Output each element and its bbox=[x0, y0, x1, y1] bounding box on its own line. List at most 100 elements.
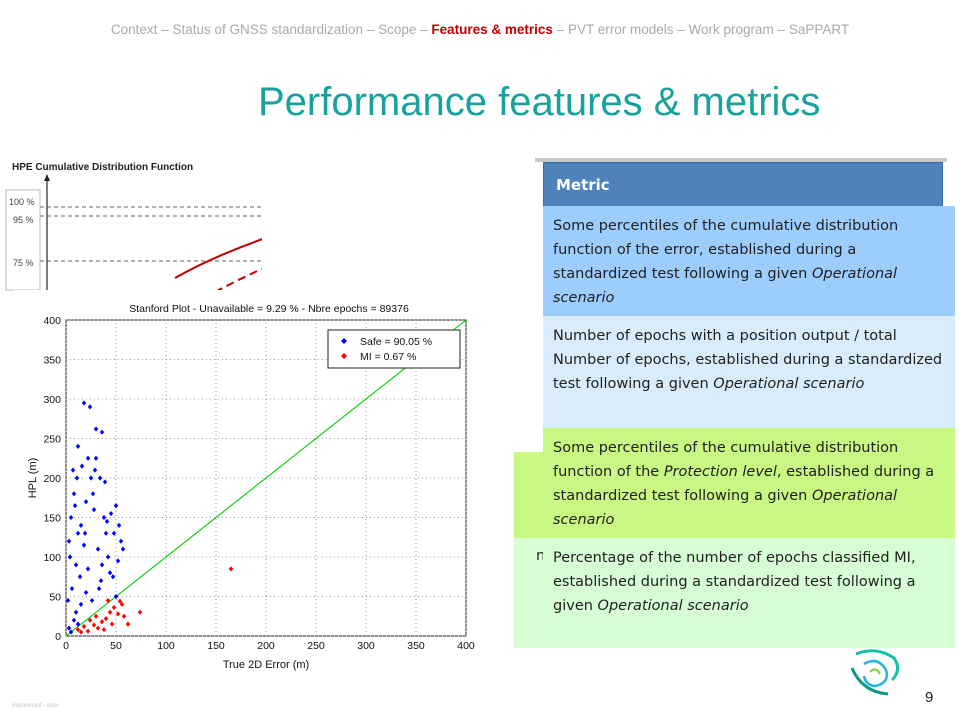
safe-point bbox=[101, 514, 107, 521]
mi-point bbox=[87, 617, 93, 623]
safe-point bbox=[75, 621, 81, 627]
mi-point bbox=[99, 619, 105, 625]
safe-point bbox=[81, 542, 87, 548]
x-tick-label: 350 bbox=[407, 640, 425, 652]
mi-point bbox=[125, 621, 131, 627]
mi-point bbox=[115, 611, 121, 617]
cell-text-part: Number of epochs with a position output … bbox=[553, 328, 943, 392]
legend-safe-label: Safe = 90.05 % bbox=[360, 336, 432, 348]
table-cell-text: Some percentiles of the cumulative distr… bbox=[553, 436, 949, 532]
table-header: Metric bbox=[543, 162, 943, 208]
safe-point bbox=[83, 589, 89, 596]
breadcrumb-item[interactable]: SaPPART bbox=[788, 22, 850, 37]
mi-point bbox=[111, 604, 117, 611]
y-tick-label: 350 bbox=[43, 355, 61, 367]
mi-point bbox=[75, 627, 81, 633]
y-tick-label: 100 bbox=[43, 552, 61, 564]
x-tick-label: 150 bbox=[207, 640, 225, 652]
breadcrumb-separator: – bbox=[552, 22, 568, 37]
x-tick-label: 400 bbox=[457, 640, 475, 652]
diagonal-line bbox=[65, 319, 467, 637]
mi-point bbox=[91, 622, 97, 628]
table-row: Percentage of the number of epochs class… bbox=[543, 538, 955, 648]
safe-point bbox=[73, 562, 79, 568]
breadcrumb-item[interactable]: Context bbox=[110, 22, 158, 37]
cell-text-part: Operational scenario bbox=[713, 376, 865, 392]
safe-point bbox=[97, 475, 103, 481]
safe-point bbox=[110, 574, 116, 580]
table-left-cell-text: n bbox=[536, 548, 546, 564]
breadcrumb-separator: – bbox=[416, 22, 432, 37]
safe-point bbox=[107, 570, 113, 576]
breadcrumb-item[interactable]: Scope bbox=[378, 22, 417, 37]
mi-point bbox=[93, 613, 99, 619]
page-number: 9 bbox=[925, 689, 934, 706]
cell-text-part: Operational scenario bbox=[553, 488, 898, 528]
safe-point bbox=[93, 455, 99, 461]
safe-point bbox=[113, 593, 119, 600]
mi-point bbox=[228, 566, 234, 572]
safe-point bbox=[66, 625, 72, 631]
page-title: Performance features & metrics bbox=[258, 80, 821, 124]
y-axis-label: HPL (m) bbox=[27, 458, 39, 499]
safe-point bbox=[88, 475, 94, 481]
safe-point bbox=[82, 530, 88, 536]
safe-point bbox=[96, 586, 102, 592]
y-tick-label: 250 bbox=[43, 434, 61, 446]
y-tick-label: 200 bbox=[43, 473, 61, 485]
breadcrumb-item[interactable]: PVT error models bbox=[567, 22, 674, 37]
safe-point bbox=[104, 518, 110, 525]
cdf-chart: HPE Cumulative Distribution Function 100… bbox=[0, 152, 262, 292]
cdf-axis-arrow-icon bbox=[44, 174, 50, 181]
safe-point bbox=[99, 429, 105, 435]
safe-point bbox=[71, 617, 77, 623]
mi-point bbox=[78, 629, 84, 635]
safe-point bbox=[108, 510, 114, 517]
cell-text-part: Operational scenario bbox=[553, 266, 898, 306]
stanford-plot: Stanford Plot - Unavailable = 9.29 % - N… bbox=[14, 290, 514, 678]
mi-point bbox=[117, 598, 123, 604]
y-tick-label: 150 bbox=[43, 513, 61, 525]
safe-point bbox=[83, 499, 89, 505]
y-tick-label: 400 bbox=[43, 315, 61, 327]
breadcrumb: Context – Status of GNSS standardization… bbox=[0, 22, 960, 37]
legend-mi-label: MI = 0.67 % bbox=[360, 351, 416, 363]
safe-point bbox=[65, 597, 71, 604]
cell-text-part: , established during a standardized test… bbox=[553, 464, 935, 504]
y-tick-label: 0 bbox=[55, 631, 61, 643]
x-tick-label: 250 bbox=[307, 640, 325, 652]
table-cell-text: Percentage of the number of epochs class… bbox=[553, 546, 949, 618]
safe-point bbox=[78, 601, 84, 607]
y-tick-label: 50 bbox=[49, 592, 61, 604]
breadcrumb-item[interactable]: Features & metrics bbox=[431, 22, 553, 37]
cell-text-part: Operational scenario bbox=[597, 598, 749, 614]
cdf-dashed-curve bbox=[214, 267, 262, 292]
safe-point bbox=[68, 629, 74, 635]
breadcrumb-separator: – bbox=[673, 22, 689, 37]
safe-point bbox=[98, 578, 104, 584]
safe-point bbox=[74, 475, 80, 481]
cell-text-part: Some percentiles of the cumulative distr… bbox=[553, 218, 899, 282]
breadcrumb-separator: – bbox=[157, 22, 173, 37]
breadcrumb-separator: – bbox=[773, 22, 789, 37]
safe-point bbox=[95, 546, 101, 552]
mi-point bbox=[85, 628, 91, 634]
safe-point bbox=[99, 562, 105, 568]
footer-text: intervenant - date bbox=[12, 703, 59, 709]
safe-point bbox=[90, 491, 96, 497]
breadcrumb-item[interactable]: Status of GNSS standardization bbox=[172, 22, 364, 37]
table-row: Number of epochs with a position output … bbox=[543, 316, 955, 428]
safe-point bbox=[89, 597, 95, 604]
x-tick-label: 0 bbox=[63, 640, 69, 652]
x-tick-label: 200 bbox=[257, 640, 275, 652]
breadcrumb-item[interactable]: Work program bbox=[688, 22, 774, 37]
logo-icon bbox=[850, 649, 899, 696]
cdf-solid-curve bbox=[174, 238, 262, 279]
x-tick-label: 300 bbox=[357, 640, 375, 652]
mi-point bbox=[95, 625, 101, 631]
mi-point bbox=[121, 613, 127, 619]
safe-point bbox=[73, 609, 79, 615]
safe-point bbox=[67, 554, 73, 560]
table-row: Some percentiles of the cumulative distr… bbox=[543, 428, 955, 538]
safe-point bbox=[75, 530, 81, 536]
